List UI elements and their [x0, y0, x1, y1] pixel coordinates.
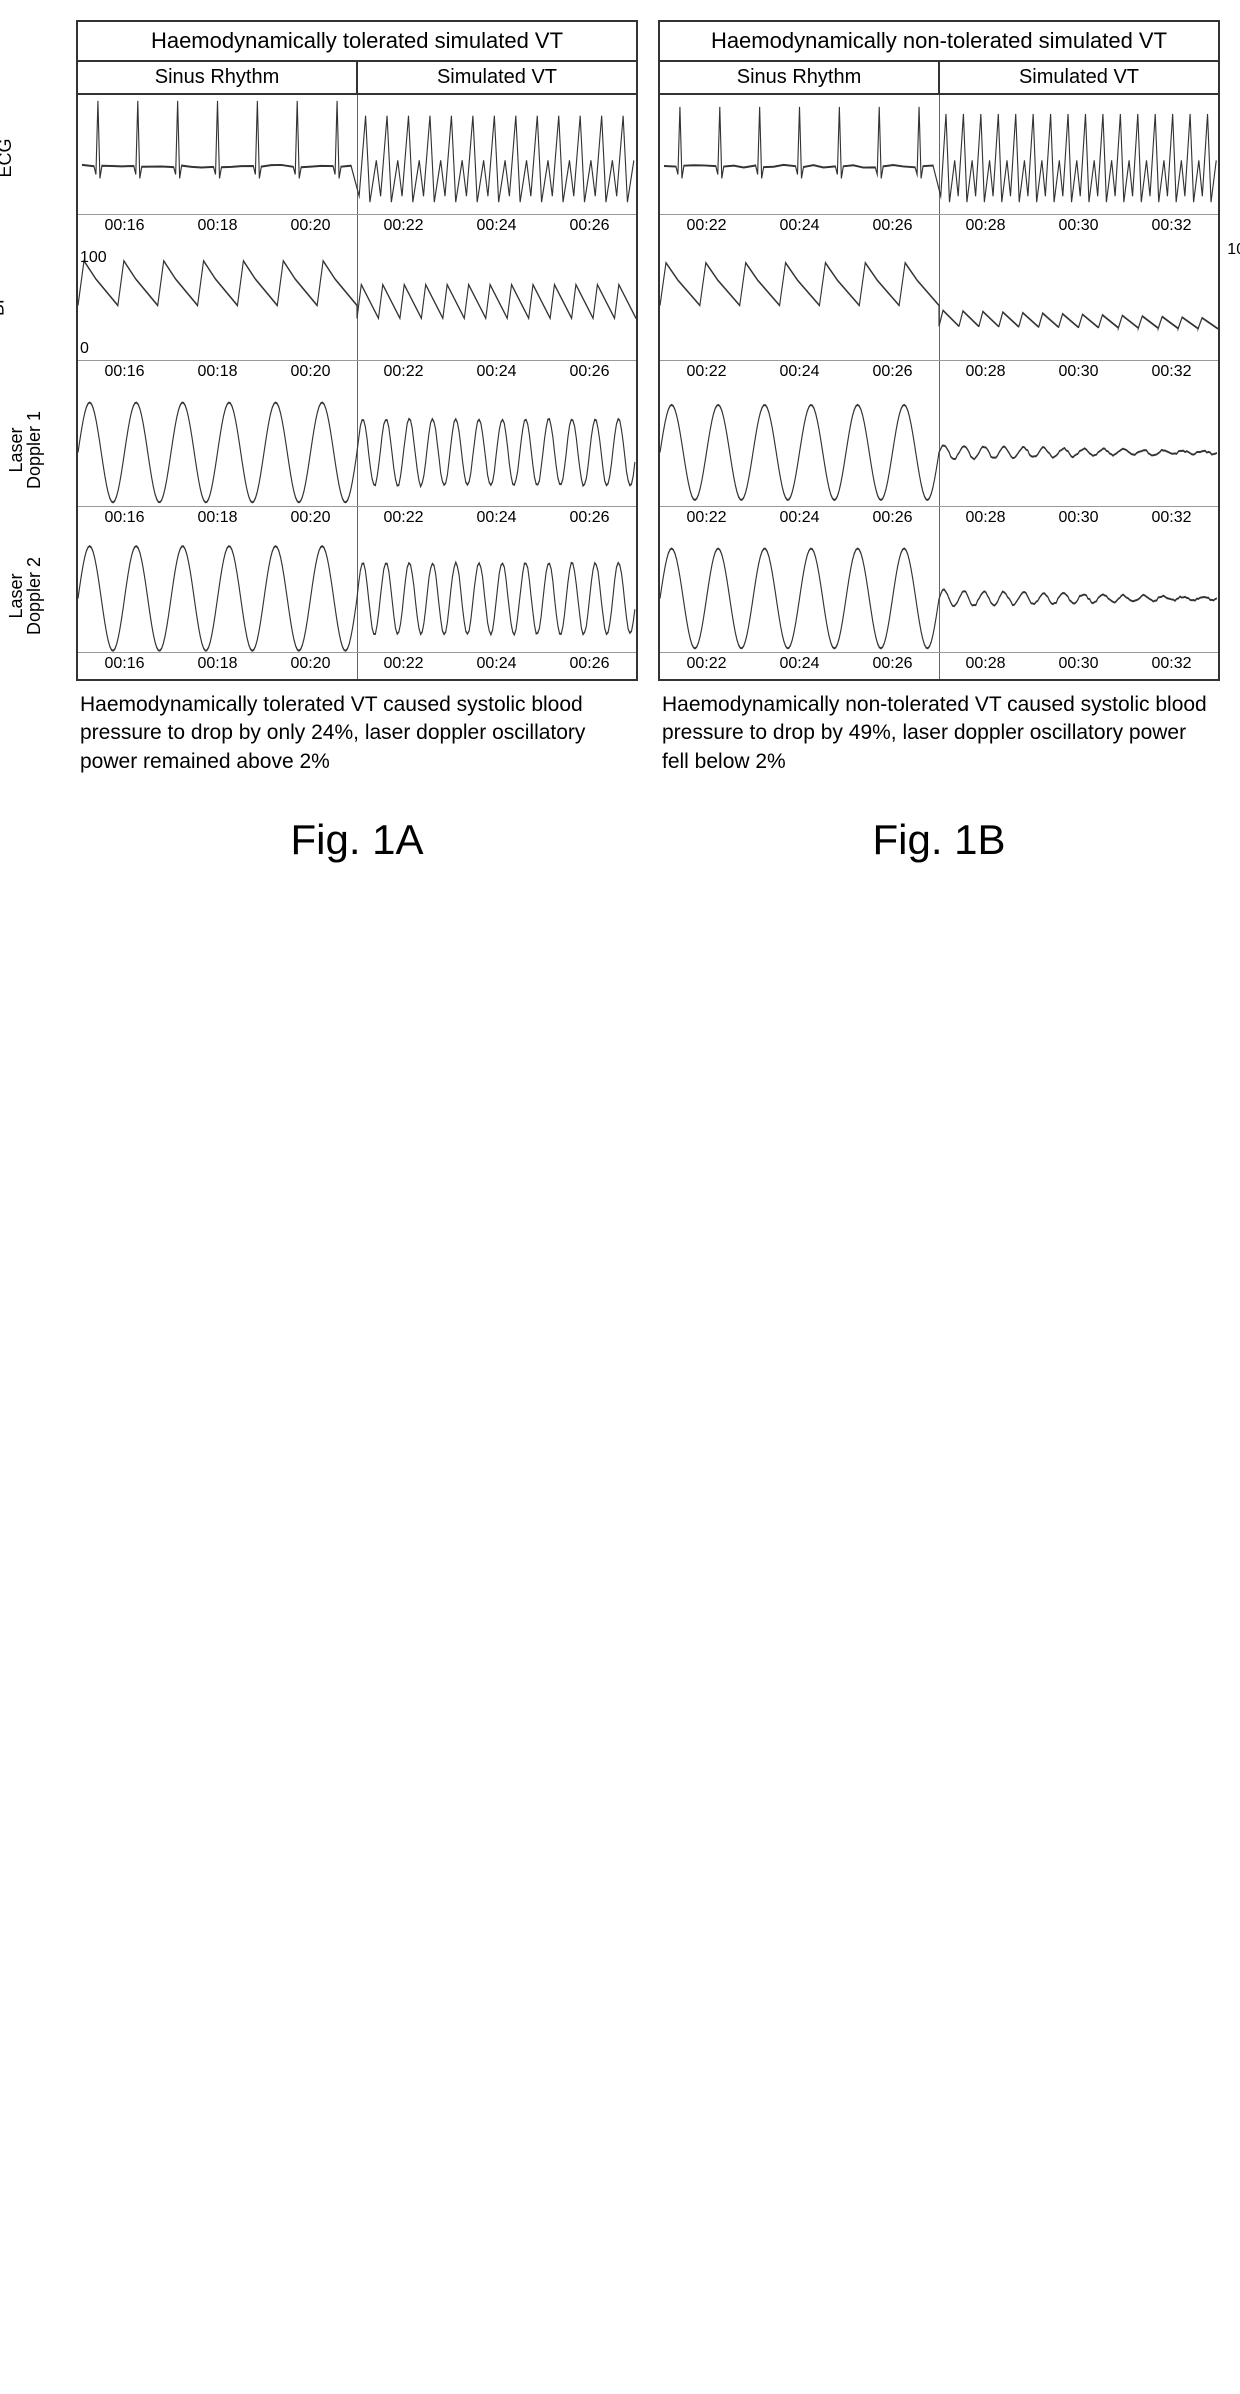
panels-container: Haemodynamically tolerated simulated VT …	[76, 20, 1220, 786]
time-tick: 00:32	[1151, 655, 1191, 673]
time-tick: 00:16	[104, 655, 144, 673]
time-tick: 00:26	[872, 509, 912, 527]
panel-a-ecg-row	[78, 95, 636, 215]
panel-a-bp-svg	[78, 241, 636, 360]
panel-a-phase2: Simulated VT	[358, 62, 636, 93]
figure-labels-row: Fig. 1A Fig. 1B	[76, 786, 1220, 864]
time-tick: 00:24	[779, 363, 819, 381]
panel-a-ecg-ticks: 00:16 00:18 00:20 00:22 00:24 00:26	[78, 215, 636, 241]
panel-a: Haemodynamically tolerated simulated VT …	[76, 20, 638, 786]
panel-b-bp-svg	[660, 241, 1218, 360]
time-tick: 00:26	[569, 655, 609, 673]
time-tick: 00:26	[569, 509, 609, 527]
ld1-label: LaserDoppler 1	[7, 411, 43, 489]
time-tick: 00:18	[197, 217, 237, 235]
time-tick: 00:26	[569, 363, 609, 381]
time-tick: 00:30	[1058, 509, 1098, 527]
panel-a-ld1-row	[78, 387, 636, 507]
panel-b-ld1-svg	[660, 387, 1218, 506]
panel-a-phase1: Sinus Rhythm	[78, 62, 358, 93]
panel-b-ecg-svg	[660, 95, 1218, 214]
panel-b-signals: 00:22 00:24 00:26 00:28 00:30 00:32 100 00:22…	[660, 95, 1218, 679]
fig-1a-label: Fig. 1A	[76, 816, 638, 864]
time-tick: 00:16	[104, 217, 144, 235]
panel-b: Haemodynamically non-tolerated simulated…	[658, 20, 1220, 786]
time-tick: 00:26	[872, 655, 912, 673]
time-tick: 00:24	[779, 655, 819, 673]
ecg-label: ECG	[0, 138, 16, 177]
time-tick: 00:20	[290, 655, 330, 673]
panel-a-signals: 00:16 00:18 00:20 00:22 00:24 00:26 100 0 00:…	[78, 95, 636, 679]
panel-a-ld1-ticks: 00:16 00:18 00:20 00:22 00:24 00:26	[78, 507, 636, 533]
panel-a-title: Haemodynamically tolerated simulated VT	[78, 22, 636, 62]
time-tick: 00:22	[383, 217, 423, 235]
time-tick: 00:16	[104, 509, 144, 527]
panel-a-ld2-svg	[78, 533, 636, 652]
panel-b-phase1: Sinus Rhythm	[660, 62, 940, 93]
time-tick: 00:22	[686, 655, 726, 673]
time-tick: 00:24	[779, 509, 819, 527]
time-tick: 00:24	[476, 509, 516, 527]
time-tick: 00:24	[476, 363, 516, 381]
bp-label: BP	[0, 292, 9, 316]
time-tick: 00:24	[476, 217, 516, 235]
time-tick: 00:20	[290, 509, 330, 527]
time-tick: 00:20	[290, 363, 330, 381]
panel-a-bp-row: 100 0	[78, 241, 636, 361]
time-tick: 00:30	[1058, 655, 1098, 673]
panel-b-ld2-row	[660, 533, 1218, 653]
panel-b-ecg-ticks: 00:22 00:24 00:26 00:28 00:30 00:32	[660, 215, 1218, 241]
time-tick: 00:22	[383, 363, 423, 381]
time-tick: 00:24	[779, 217, 819, 235]
panel-a-bp-ticks: 00:16 00:18 00:20 00:22 00:24 00:26	[78, 361, 636, 387]
time-tick: 00:22	[383, 509, 423, 527]
time-tick: 00:32	[1151, 509, 1191, 527]
time-tick: 00:24	[476, 655, 516, 673]
time-tick: 00:22	[686, 509, 726, 527]
time-tick: 00:22	[383, 655, 423, 673]
panel-b-ld2-ticks: 00:22 00:24 00:26 00:28 00:30 00:32	[660, 653, 1218, 679]
time-tick: 00:28	[965, 655, 1005, 673]
fig-1b-label: Fig. 1B	[658, 816, 1220, 864]
y-axis-labels-column: ECG BP LaserDoppler 1 LaserDoppler 2	[20, 20, 76, 864]
time-tick: 00:28	[965, 217, 1005, 235]
panel-a-ld2-row	[78, 533, 636, 653]
panel-b-ld1-row	[660, 387, 1218, 507]
panel-b-bp-row: 100	[660, 241, 1218, 361]
figure-row: ECG BP LaserDoppler 1 LaserDoppler 2 Hae…	[20, 20, 1220, 864]
panel-a-ld1-svg	[78, 387, 636, 506]
time-tick: 00:28	[965, 363, 1005, 381]
panel-b-phase2: Simulated VT	[940, 62, 1218, 93]
time-tick: 00:22	[686, 217, 726, 235]
time-tick: 00:18	[197, 655, 237, 673]
panel-b-bp-ticks: 00:22 00:24 00:26 00:28 00:30 00:32	[660, 361, 1218, 387]
bp-scale-bottom: 0	[80, 340, 89, 358]
panel-b-title: Haemodynamically non-tolerated simulated…	[660, 22, 1218, 62]
time-tick: 00:32	[1151, 363, 1191, 381]
time-tick: 00:22	[686, 363, 726, 381]
panel-b-ld2-svg	[660, 533, 1218, 652]
time-tick: 00:26	[872, 217, 912, 235]
panel-b-caption: Haemodynamically non-tolerated VT caused…	[658, 681, 1220, 786]
bp-scale-top-right: 100	[1227, 241, 1240, 259]
panel-a-phase-labels: Sinus Rhythm Simulated VT	[78, 62, 636, 95]
panel-a-ld2-ticks: 00:16 00:18 00:20 00:22 00:24 00:26	[78, 653, 636, 679]
panel-b-ecg-row	[660, 95, 1218, 215]
time-tick: 00:26	[569, 217, 609, 235]
time-tick: 00:18	[197, 363, 237, 381]
time-tick: 00:18	[197, 509, 237, 527]
panel-a-ecg-svg	[78, 95, 636, 214]
time-tick: 00:30	[1058, 217, 1098, 235]
time-tick: 00:28	[965, 509, 1005, 527]
ld2-label: LaserDoppler 2	[7, 557, 43, 635]
time-tick: 00:30	[1058, 363, 1098, 381]
panel-b-phase-labels: Sinus Rhythm Simulated VT	[660, 62, 1218, 95]
time-tick: 00:20	[290, 217, 330, 235]
panel-b-ld1-ticks: 00:22 00:24 00:26 00:28 00:30 00:32	[660, 507, 1218, 533]
time-tick: 00:26	[872, 363, 912, 381]
panel-a-caption: Haemodynamically tolerated VT caused sys…	[76, 681, 638, 786]
time-tick: 00:32	[1151, 217, 1191, 235]
time-tick: 00:16	[104, 363, 144, 381]
bp-scale-top: 100	[80, 249, 107, 267]
